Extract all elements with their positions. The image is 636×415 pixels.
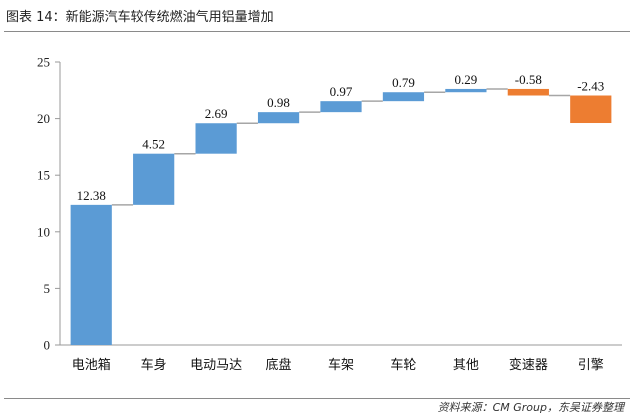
data-label: -2.43 <box>577 79 604 94</box>
bottom-rule <box>4 398 630 399</box>
x-category-label: 电池箱 <box>72 357 111 373</box>
y-tick-label: 15 <box>37 168 50 183</box>
y-tick-label: 10 <box>37 224 50 239</box>
chart-bars <box>70 88 612 345</box>
bar <box>507 88 549 96</box>
bar <box>320 101 362 113</box>
bar <box>382 92 425 102</box>
title-rule <box>4 31 630 32</box>
y-tick-label: 25 <box>37 55 50 70</box>
data-labels: 12.38 4.52 2.69 0.98 0.97 0.79 0.29 -0.58 -2.43 <box>77 72 605 203</box>
figure-title: 图表 14：新能源汽车较传统燃油气用铝量增加 <box>6 10 274 25</box>
x-category-label: 引擎 <box>578 358 604 373</box>
data-label: 2.69 <box>205 106 228 121</box>
data-label: 12.38 <box>77 188 106 203</box>
bar <box>70 204 112 345</box>
connector-lines <box>111 88 571 206</box>
y-tick-label: 5 <box>44 281 51 296</box>
data-label: 0.29 <box>455 72 478 87</box>
bar <box>195 123 237 154</box>
data-label: 0.98 <box>267 95 290 110</box>
data-label: 0.79 <box>392 75 415 90</box>
x-category-label: 车轮 <box>390 357 416 373</box>
x-category-label: 变速器 <box>509 357 548 373</box>
x-category-label: 电动马达 <box>190 358 242 373</box>
chart-axes: 0 5 10 15 20 25 <box>37 55 622 353</box>
bar <box>570 95 612 124</box>
x-category-label: 车身 <box>141 357 167 373</box>
bar <box>257 112 300 124</box>
x-category-label: 车架 <box>328 357 354 373</box>
x-category-label: 其他 <box>453 358 479 373</box>
y-tick-label: 0 <box>44 338 51 353</box>
bar <box>133 153 175 205</box>
x-axis-labels: 电池箱 车身 电动马达 底盘 车架 车轮 其他 变速器 引擎 <box>72 357 604 373</box>
data-label: 4.52 <box>142 137 165 152</box>
data-label: 0.97 <box>330 84 353 99</box>
y-tick-label: 20 <box>37 111 50 126</box>
bar <box>445 88 487 93</box>
source-note: 资料来源：CM Group，东吴证券整理 <box>437 401 624 414</box>
data-label: -0.58 <box>515 72 542 87</box>
x-category-label: 底盘 <box>266 357 292 373</box>
